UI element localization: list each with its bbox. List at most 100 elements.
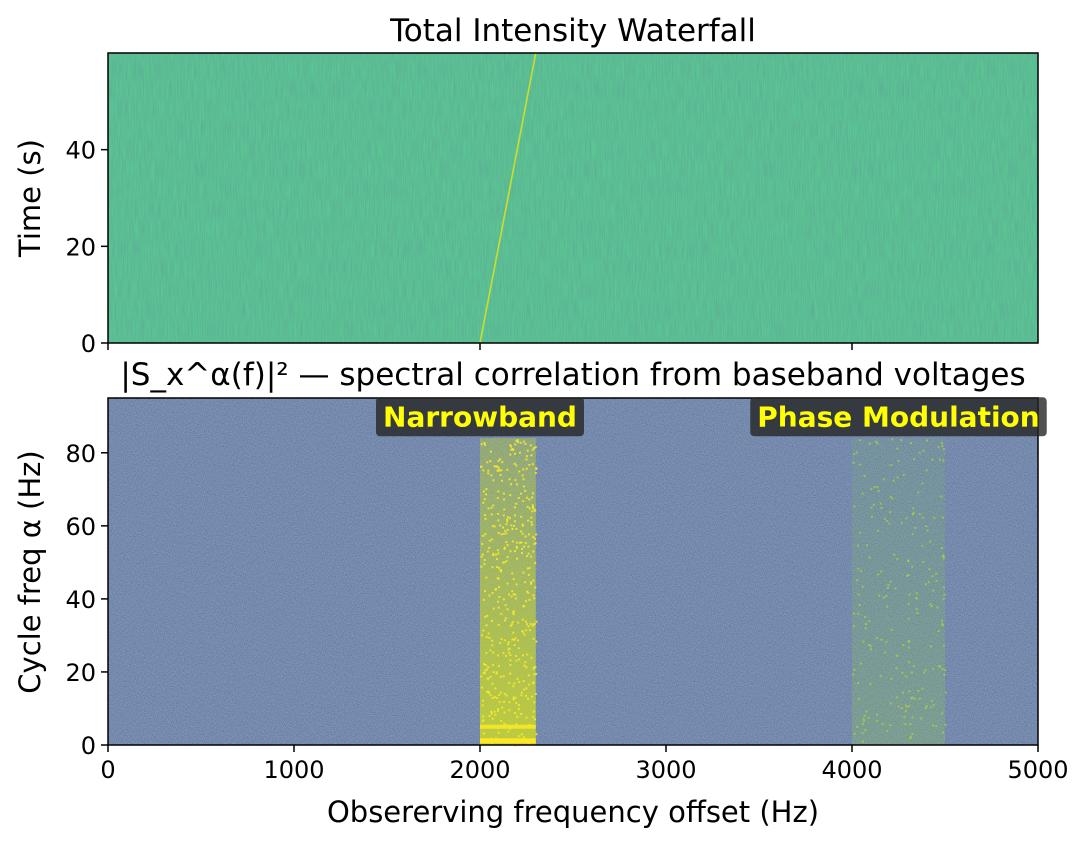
narrowband-speckle: [528, 567, 531, 570]
phase-mod-speckle: [937, 630, 940, 633]
phase-mod-speckle: [940, 547, 943, 550]
narrowband-speckle: [516, 557, 519, 560]
narrowband-speckle: [497, 468, 500, 471]
narrowband-speckle: [500, 637, 503, 640]
phase-mod-speckle: [935, 724, 938, 727]
phase-mod-speckle: [931, 575, 934, 578]
phase-mod-speckle: [870, 488, 873, 491]
narrowband-speckle: [511, 638, 514, 641]
narrowband-speckle: [520, 733, 523, 736]
phase-mod-speckle: [879, 675, 882, 678]
phase-mod-speckle: [942, 597, 945, 600]
narrowband-speckle: [532, 710, 535, 713]
narrowband-speckle: [513, 644, 516, 647]
narrowband-speckle: [498, 693, 501, 696]
narrowband-speckle: [489, 694, 492, 697]
phase-mod-speckle: [877, 490, 880, 493]
narrowband-speckle: [496, 710, 499, 713]
phase-mod-speckle: [864, 627, 867, 630]
scf-y-tick-label: 20: [65, 659, 96, 687]
phase-mod-speckle: [900, 707, 903, 710]
scf-x-tick-label: 5000: [1007, 756, 1068, 784]
phase-mod-speckle: [911, 513, 914, 516]
narrowband-speckle: [485, 624, 488, 627]
narrowband-speckle: [520, 691, 523, 694]
narrowband-speckle: [525, 458, 528, 461]
narrowband-speckle: [481, 634, 484, 637]
phase-mod-speckle: [857, 593, 860, 596]
narrowband-speckle: [528, 498, 531, 501]
narrowband-speckle: [512, 449, 515, 452]
narrowband-speckle: [517, 497, 520, 500]
narrowband-speckle: [497, 654, 500, 657]
narrowband-speckle: [497, 708, 500, 711]
narrowband-speckle: [518, 680, 521, 683]
phase-mod-speckle: [918, 451, 921, 454]
phase-mod-speckle: [907, 646, 910, 649]
narrowband-speckle: [505, 523, 508, 526]
narrowband-speckle: [524, 581, 527, 584]
narrowband-speckle: [503, 508, 506, 511]
phase-mod-speckle: [904, 709, 907, 712]
narrowband-speckle: [500, 720, 503, 723]
phase-mod-speckle: [896, 476, 899, 479]
phase-mod-speckle: [880, 638, 883, 641]
narrowband-speckle: [480, 443, 483, 446]
waterfall-x-ticks: [107, 343, 853, 350]
narrowband-speckle: [505, 694, 508, 697]
narrowband-speckle: [493, 710, 496, 713]
phase-mod-speckle: [924, 583, 927, 586]
narrowband-speckle: [522, 485, 525, 488]
scf-features: [480, 438, 947, 747]
phase-mod-speckle: [939, 665, 942, 668]
narrowband-speckle: [515, 464, 518, 467]
phase-mod-speckle: [892, 479, 895, 482]
narrowband-speckle: [494, 687, 497, 690]
narrowband-speckle: [486, 461, 489, 464]
narrowband-speckle: [515, 583, 518, 586]
narrowband-speckle: [480, 686, 483, 689]
phase-mod-speckle: [943, 593, 946, 596]
narrowband-speckle: [493, 525, 496, 528]
narrowband-speckle: [509, 659, 512, 662]
narrowband-speckle: [533, 718, 536, 721]
narrowband-speckle: [522, 500, 525, 503]
narrowband-speckle: [507, 516, 510, 519]
phase-mod-speckle: [932, 704, 935, 707]
narrowband-speckle: [496, 577, 499, 580]
narrowband-speckle: [510, 524, 513, 527]
phase-mod-speckle: [931, 458, 934, 461]
phase-mod-speckle: [872, 503, 875, 506]
phase-mod-speckle: [869, 682, 872, 685]
phase-mod-speckle: [868, 442, 871, 445]
phase-mod-speckle: [906, 705, 909, 708]
narrowband-speckle: [498, 664, 501, 667]
phase-mod-band: [852, 438, 945, 745]
narrowband-speckle: [530, 656, 533, 659]
narrowband-speckle: [483, 559, 486, 562]
phase-mod-speckle: [861, 732, 864, 735]
phase-mod-speckle: [862, 640, 865, 643]
narrowband-speckle: [520, 712, 523, 715]
narrowband-speckle: [507, 730, 510, 733]
narrowband-speckle: [534, 509, 537, 512]
narrowband-speckle: [482, 732, 485, 735]
phase-mod-speckle: [905, 675, 908, 678]
phase-mod-speckle: [856, 682, 859, 685]
narrowband-speckle: [527, 519, 530, 522]
narrowband-speckle: [482, 469, 485, 472]
phase-mod-speckle: [925, 469, 928, 472]
narrowband-speckle: [497, 586, 500, 589]
narrowband-speckle: [499, 524, 502, 527]
phase-mod-speckle: [943, 673, 946, 676]
phase-mod-speckle: [907, 603, 910, 606]
narrowband-speckle: [518, 470, 521, 473]
narrowband-speckle: [515, 545, 518, 548]
phase-mod-speckle: [876, 713, 879, 716]
phase-mod-speckle: [921, 482, 924, 485]
narrowband-speckle: [515, 502, 518, 505]
narrowband-speckle: [480, 565, 483, 568]
narrowband-speckle: [513, 462, 516, 465]
narrowband-speckle: [532, 594, 535, 597]
phase-mod-speckle: [857, 567, 860, 570]
